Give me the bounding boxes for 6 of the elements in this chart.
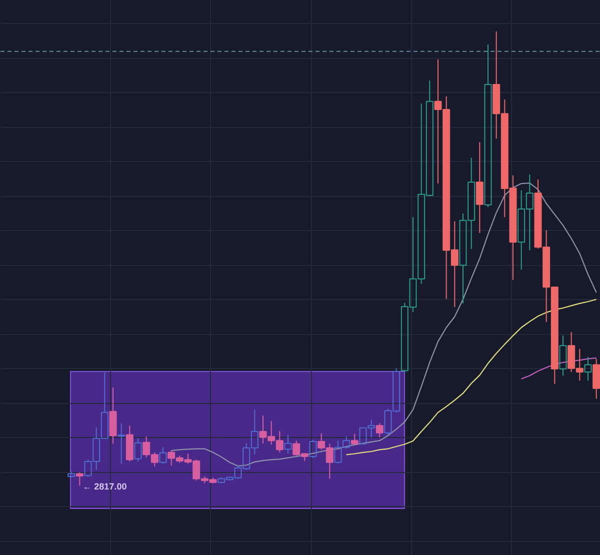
candlestick [118, 422, 126, 464]
candlestick [584, 356, 592, 382]
candlestick [284, 434, 292, 454]
candlestick [476, 142, 484, 234]
annotation: ← 2817.00 [82, 482, 127, 492]
candlestick [109, 386, 117, 444]
